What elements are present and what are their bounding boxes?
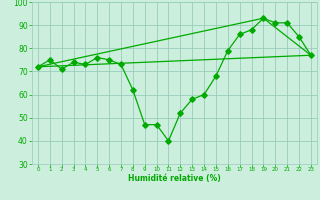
- X-axis label: Humidité relative (%): Humidité relative (%): [128, 174, 221, 183]
